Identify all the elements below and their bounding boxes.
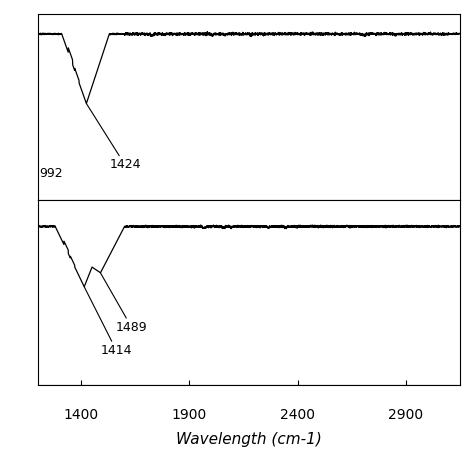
Text: 2400: 2400 <box>280 408 315 422</box>
Text: 1900: 1900 <box>172 408 207 422</box>
Text: 1400: 1400 <box>64 408 99 422</box>
Text: 2900: 2900 <box>388 408 423 422</box>
Text: Wavelength (cm-1): Wavelength (cm-1) <box>176 432 322 447</box>
Text: 1489: 1489 <box>100 273 147 334</box>
Text: 1424: 1424 <box>86 103 141 172</box>
Text: 992: 992 <box>39 167 63 180</box>
Text: 1414: 1414 <box>84 287 132 357</box>
